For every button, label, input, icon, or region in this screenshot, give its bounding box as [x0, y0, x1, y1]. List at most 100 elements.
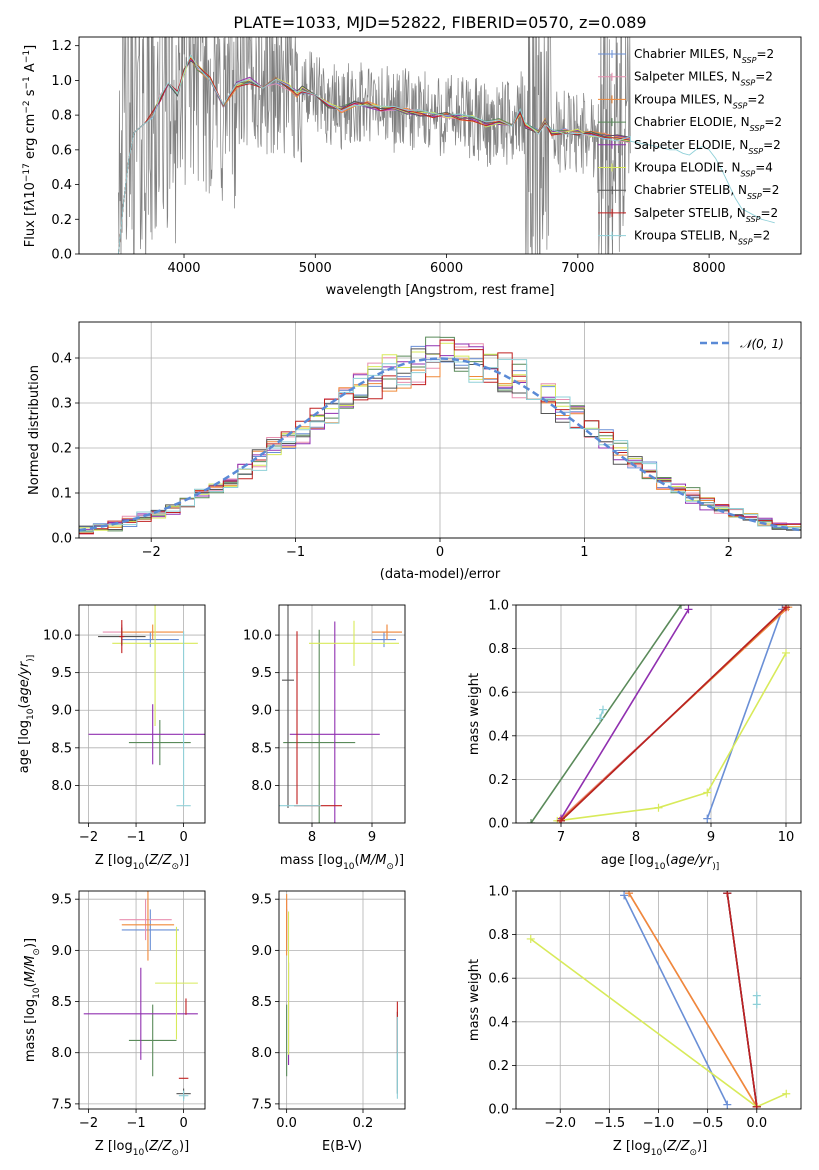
weight-series-line-8 [560, 606, 787, 822]
y-tick-label: 9.5 [51, 666, 72, 681]
y-tick-label: 8.0 [251, 779, 272, 794]
y-tick-label: 8.0 [51, 1046, 72, 1061]
legend-label: Chabrier MILES, NSSP=2 [634, 47, 774, 65]
x-tick-label: 5000 [299, 261, 332, 276]
age-vs-mass-x-axis-label: mass [log10(M/M⊙)] [280, 853, 404, 872]
legend-label: Kroupa STELIB, NSSP=2 [634, 229, 770, 247]
y-tick-label: 0.4 [51, 352, 72, 367]
normal-reference-curve [79, 357, 801, 532]
y-tick-label: 0.6 [51, 143, 72, 158]
x-tick-label: 0 [179, 830, 187, 845]
axes-frame [78, 36, 802, 255]
weight-series-line-1 [706, 609, 784, 819]
plot-area [526, 891, 791, 1109]
y-tick-label: 1.2 [51, 39, 72, 54]
weight-point-marker [599, 705, 607, 714]
model-spectrum-line-3 [117, 58, 631, 254]
y-tick-label: 0.0 [51, 248, 72, 263]
weight-series-line-5 [560, 608, 690, 820]
age-vs-Z-x-axis-label: Z [log10(Z/Z⊙)] [95, 853, 189, 872]
weight-point-marker [782, 605, 790, 612]
age-vs-Z-y-axis-label: age [log10(age/yr)] [17, 655, 36, 773]
y-tick-label: 1.0 [488, 885, 509, 900]
weight-series-line-8 [726, 893, 758, 1107]
plot-area [286, 894, 398, 1099]
weight-point-marker [620, 891, 629, 900]
y-tick-label: 9.0 [251, 944, 272, 959]
errorbar-point [119, 899, 172, 941]
spectrum-legend: Chabrier MILES, NSSP=2 Salpeter MILES, NS… [598, 47, 782, 246]
weight-point-marker [596, 714, 604, 723]
y-tick-label: 1.0 [51, 74, 72, 89]
y-tick-label: 0.8 [51, 109, 72, 124]
mass-weight-vs-Z-x-axis-label: Z [log10(Z/Z⊙)] [613, 1139, 707, 1158]
x-tick-label: −2.0 [544, 1116, 576, 1131]
y-tick-label: 0.4 [488, 1015, 509, 1030]
weight-series-line-6 [557, 652, 787, 822]
legend-label: Chabrier ELODIE, NSSP=2 [634, 115, 782, 133]
errorbar-point [282, 605, 294, 808]
spectrum-panel: 4000 5000 6000 7000 8000 0.0 0.2 0.4 0.6 0.8 1.0 1.… [22, 36, 802, 298]
y-tick-label: 8.0 [251, 1046, 272, 1061]
y-tick-label: 0.2 [488, 773, 509, 788]
y-tick-label: 0.3 [51, 397, 72, 412]
y-tick-label: 0.1 [51, 487, 72, 502]
weight-point-marker [654, 803, 663, 812]
errorbar-point [372, 632, 396, 648]
y-tick-label: 0.6 [488, 972, 509, 987]
weight-point-marker [557, 816, 565, 823]
axes-frame [78, 890, 206, 1110]
weight-point-marker [703, 814, 712, 823]
y-tick-label: 0.4 [51, 178, 72, 193]
y-tick-label: 0.8 [488, 928, 509, 943]
weight-point-marker [782, 1089, 791, 1098]
axes-frame [278, 604, 406, 824]
mass-weight-vs-age-x-axis-label: age [log10(age/yr)] [601, 853, 719, 872]
x-tick-label: 6000 [430, 261, 463, 276]
model-spectrum-line-4 [117, 55, 631, 254]
histogram-steps-9 [79, 357, 801, 533]
weight-point-marker [752, 991, 761, 1000]
model-spectrum-line-8 [117, 57, 631, 254]
weight-series-line-4 [530, 605, 682, 823]
legend-label: Salpeter MILES, NSSP=2 [634, 70, 773, 88]
y-tick-label: 8.0 [51, 779, 72, 794]
weight-point-marker [752, 1102, 761, 1109]
axes-frame [278, 890, 406, 1110]
errorbar-point [128, 1004, 177, 1077]
legend-label: Salpeter STELIB, NSSP=2 [634, 206, 778, 224]
x-tick-label: −1 [126, 830, 145, 845]
y-tick-label: 10.0 [243, 629, 272, 644]
figure-title: PLATE=1033, MJD=52822, FIBERID=0570, z=0… [233, 13, 646, 32]
x-tick-label: 7000 [561, 261, 594, 276]
histogram-steps-8 [79, 339, 801, 534]
histogram-y-axis-label: Normed distribution [27, 365, 42, 495]
weight-point-marker [723, 1100, 732, 1109]
y-tick-label: 9.0 [51, 704, 72, 719]
model-spectrum-line-7 [117, 60, 631, 254]
y-tick-label: 0.2 [51, 442, 72, 457]
weight-point-marker [782, 648, 790, 657]
x-tick-label: −1.5 [594, 1116, 626, 1131]
errorbar-point [309, 620, 399, 666]
model-spectrum-line-9 [117, 54, 775, 254]
y-tick-label: 9.0 [251, 704, 272, 719]
errorbar-point [121, 909, 179, 951]
x-tick-label: −0.5 [692, 1116, 724, 1131]
x-tick-label: 2 [725, 545, 733, 560]
y-tick-label: 1.0 [488, 599, 509, 614]
mass-weight-vs-age-panel: 7 8 9 10 0.0 0.2 0.4 0.6 0.8 1.0 age [log10(age/yr… [467, 599, 802, 872]
legend-label: Kroupa ELODIE, NSSP=4 [634, 161, 773, 179]
plot-area [83, 891, 198, 1101]
errorbar-point [178, 1090, 189, 1101]
x-tick-label: 9 [368, 830, 376, 845]
age-vs-metallicity-panel: −2 −1 0 8.0 8.5 9.0 9.5 10.0 Z [log10(Z/Z⊙)] age … [17, 604, 206, 872]
axes-frame [515, 890, 802, 1110]
errorbar-point [112, 605, 198, 727]
x-tick-label: 9 [707, 830, 715, 845]
mass-vs-Z-x-axis-label: Z [log10(Z/Z⊙)] [95, 1139, 189, 1158]
model-spectrum-line-1 [117, 57, 631, 254]
weight-point-marker [677, 605, 685, 609]
y-tick-label: 9.5 [251, 666, 272, 681]
